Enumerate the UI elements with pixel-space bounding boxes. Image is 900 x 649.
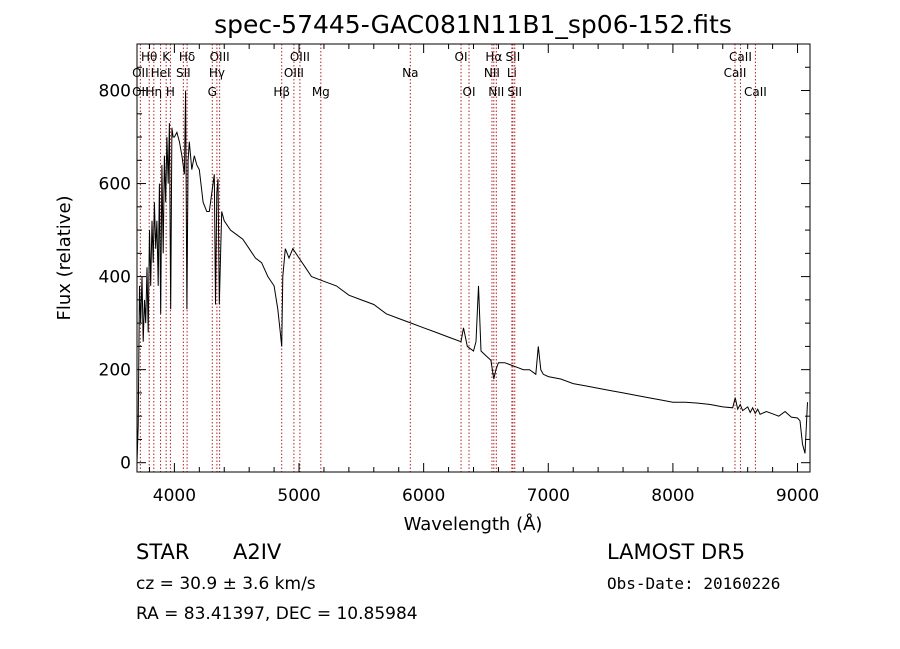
spectral-line-label: G [208,85,217,99]
x-tick-label: 7000 [527,486,570,506]
sky-coordinates: RA = 83.41397, DEC = 10.85984 [136,604,418,624]
y-tick-label: 800 [99,82,131,102]
spectral-line-label: OIII [210,50,230,64]
object-class: STAR [136,540,190,564]
x-tick-label: 8000 [651,486,694,506]
axis-ticks-layer: 4000 5000 6000 7000 8000 9000 0 200 400 600 800 [99,44,819,506]
spectral-line-label: SII [506,50,521,64]
spectrum-series-layer [136,90,808,463]
spectral-line-label: OII [132,66,149,80]
spectral-line-label: NII [484,66,500,80]
spectral-lines-layer: Hθ K Hδ OIII OIII OI Hα SII CaII OII HeI SII Hγ OIII N… [132,44,767,472]
chart-title: spec-57445-GAC081N11B1_sp06-152.fits [214,10,732,39]
spectral-line-label: OI [455,50,468,64]
spectral-line-label: Na [402,66,418,80]
spectral-line-label: Hθ [141,50,157,64]
spectral-line-label: NII [488,85,504,99]
observation-date: Obs-Date: 20160226 [607,574,781,593]
x-tick-label: 6000 [402,486,445,506]
x-tick-label: 5000 [277,486,320,506]
spectral-line-label: OIII [290,50,310,64]
spectral-line-label: H [166,85,175,99]
y-tick-label: 600 [99,175,131,195]
spectral-line-label: CaII [724,66,747,80]
spectral-line-label: Hη [146,85,163,99]
spectral-line-label: Hβ [273,85,290,99]
spectral-line-label: Hγ [209,66,225,80]
y-axis-label: Flux (relative) [54,195,75,320]
spectral-line-label: OII [132,85,149,99]
spectrum-line [136,90,808,463]
spectral-line-label: CaII [729,50,752,64]
y-tick-label: 400 [99,268,131,288]
survey-name: LAMOST DR5 [607,540,746,564]
spectral-line-label: Hδ [179,50,195,64]
spectral-line-label: SII [507,85,522,99]
x-tick-label: 9000 [776,486,819,506]
x-tick-label: 4000 [153,486,196,506]
redshift-cz: cz = 30.9 ± 3.6 km/s [136,574,316,594]
spectral-line-label: Li [507,66,517,80]
spectral-line-label: SII [176,66,191,80]
plot-frame [136,43,811,473]
object-subclass: A2IV [233,540,282,564]
y-tick-label: 200 [99,361,131,381]
spectral-line-label: Mg [312,85,330,99]
spectral-line-label: HeI [151,66,171,80]
spectral-line-label: Hα [485,50,502,64]
spectral-line-label: OIII [284,66,304,80]
y-tick-label: 0 [120,454,131,474]
x-axis-label: Wavelength (Å) [404,513,543,535]
spectral-line-label: K [162,50,171,64]
spectral-line-label: OI [463,85,476,99]
spectral-line-label: CaII [744,85,767,99]
